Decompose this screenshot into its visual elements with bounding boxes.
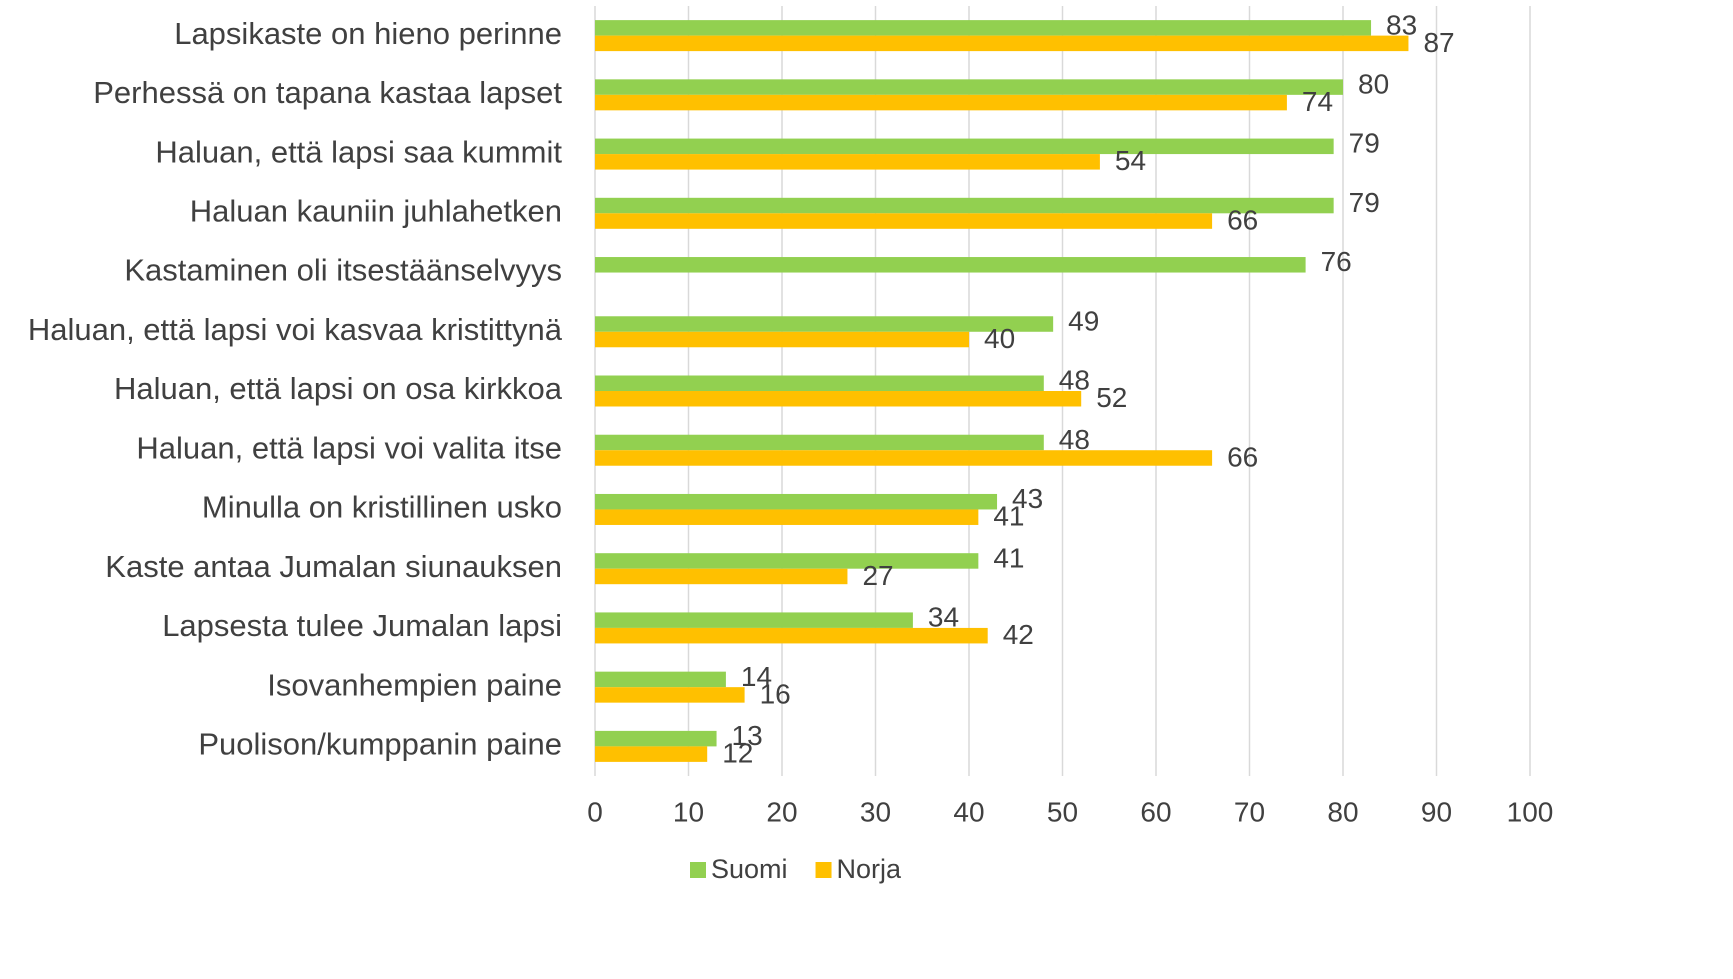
category-label: Kaste antaa Jumalan siunauksen: [105, 549, 562, 584]
bar: [595, 671, 726, 688]
bar: [595, 612, 913, 628]
x-tick-label: 90: [1421, 796, 1452, 827]
bar: [595, 391, 1082, 407]
value-label: 41: [993, 501, 1024, 532]
bar: [595, 493, 998, 510]
x-tick-label: 40: [953, 796, 984, 827]
legend-label: Suomi: [711, 854, 788, 884]
x-tick-label: 10: [673, 796, 704, 827]
category-label: Perhessä on tapana kastaa lapset: [93, 75, 562, 110]
bar: [595, 79, 1343, 95]
bar: [595, 627, 988, 644]
bar: [595, 154, 1100, 170]
x-tick-label: 30: [860, 796, 891, 827]
bar: [595, 434, 1044, 451]
bar: [595, 375, 1044, 391]
x-tick-label: 20: [766, 796, 797, 827]
value-label: 42: [1003, 619, 1034, 650]
x-tick-label: 70: [1234, 796, 1265, 827]
value-label: 54: [1115, 145, 1146, 176]
category-label: Lapsikaste on hieno perinne: [174, 16, 562, 51]
legend-swatch: [690, 862, 706, 878]
bar: [595, 35, 1409, 52]
legend-swatch: [815, 862, 832, 878]
category-label: Haluan, että lapsi voi kasvaa kristittyn…: [28, 312, 563, 347]
value-label: 27: [862, 560, 893, 591]
category-label: Haluan, että lapsi voi valita itse: [136, 430, 562, 465]
x-tick-label: 50: [1047, 796, 1078, 827]
value-label: 34: [928, 602, 959, 633]
value-label: 41: [993, 542, 1024, 573]
value-label: 16: [760, 678, 791, 709]
bar: [595, 138, 1334, 155]
value-label: 79: [1349, 187, 1380, 218]
value-label: 48: [1059, 424, 1090, 455]
value-label: 87: [1423, 27, 1454, 58]
x-tick-label: 100: [1507, 796, 1554, 827]
bar: [595, 316, 1054, 332]
bar: [595, 568, 848, 585]
bar: [595, 213, 1213, 229]
value-label: 14: [741, 661, 772, 692]
category-label: Puolison/kumppanin paine: [198, 727, 562, 762]
category-label: Haluan kauniin juhlahetken: [190, 193, 562, 228]
x-tick-label: 80: [1327, 796, 1358, 827]
category-label: Minulla on kristillinen usko: [202, 490, 562, 525]
value-label: 79: [1349, 128, 1380, 159]
category-label: Kastaminen oli itsestäänselvyys: [124, 253, 562, 288]
bar: [595, 509, 979, 525]
bar: [595, 730, 717, 747]
bar: [595, 331, 969, 348]
value-label: 76: [1321, 246, 1352, 277]
category-label: Haluan, että lapsi on osa kirkkoa: [114, 371, 563, 406]
value-label: 52: [1096, 382, 1127, 413]
category-label: Haluan, että lapsi saa kummit: [155, 134, 562, 169]
value-label: 74: [1302, 86, 1333, 117]
value-label: 48: [1059, 365, 1090, 396]
bar: [595, 257, 1306, 273]
category-label: Lapsesta tulee Jumalan lapsi: [162, 608, 562, 643]
value-label: 83: [1386, 9, 1417, 40]
value-label: 66: [1227, 204, 1258, 235]
legend-label: Norja: [837, 854, 903, 884]
value-label: 40: [984, 323, 1015, 354]
value-label: 12: [722, 738, 753, 769]
value-label: 80: [1358, 68, 1389, 99]
bar: [595, 197, 1334, 214]
x-tick-label: 0: [587, 796, 603, 827]
category-label: Isovanhempien paine: [267, 667, 562, 702]
bar: [595, 553, 979, 569]
value-label: 43: [1012, 483, 1043, 514]
value-label: 49: [1068, 305, 1099, 336]
bar: [595, 450, 1213, 466]
value-label: 13: [732, 720, 763, 751]
bar: [595, 687, 745, 703]
value-label: 66: [1227, 441, 1258, 472]
bar: [595, 746, 708, 762]
bar: [595, 94, 1287, 111]
bar: [595, 20, 1372, 36]
x-tick-label: 60: [1140, 796, 1171, 827]
